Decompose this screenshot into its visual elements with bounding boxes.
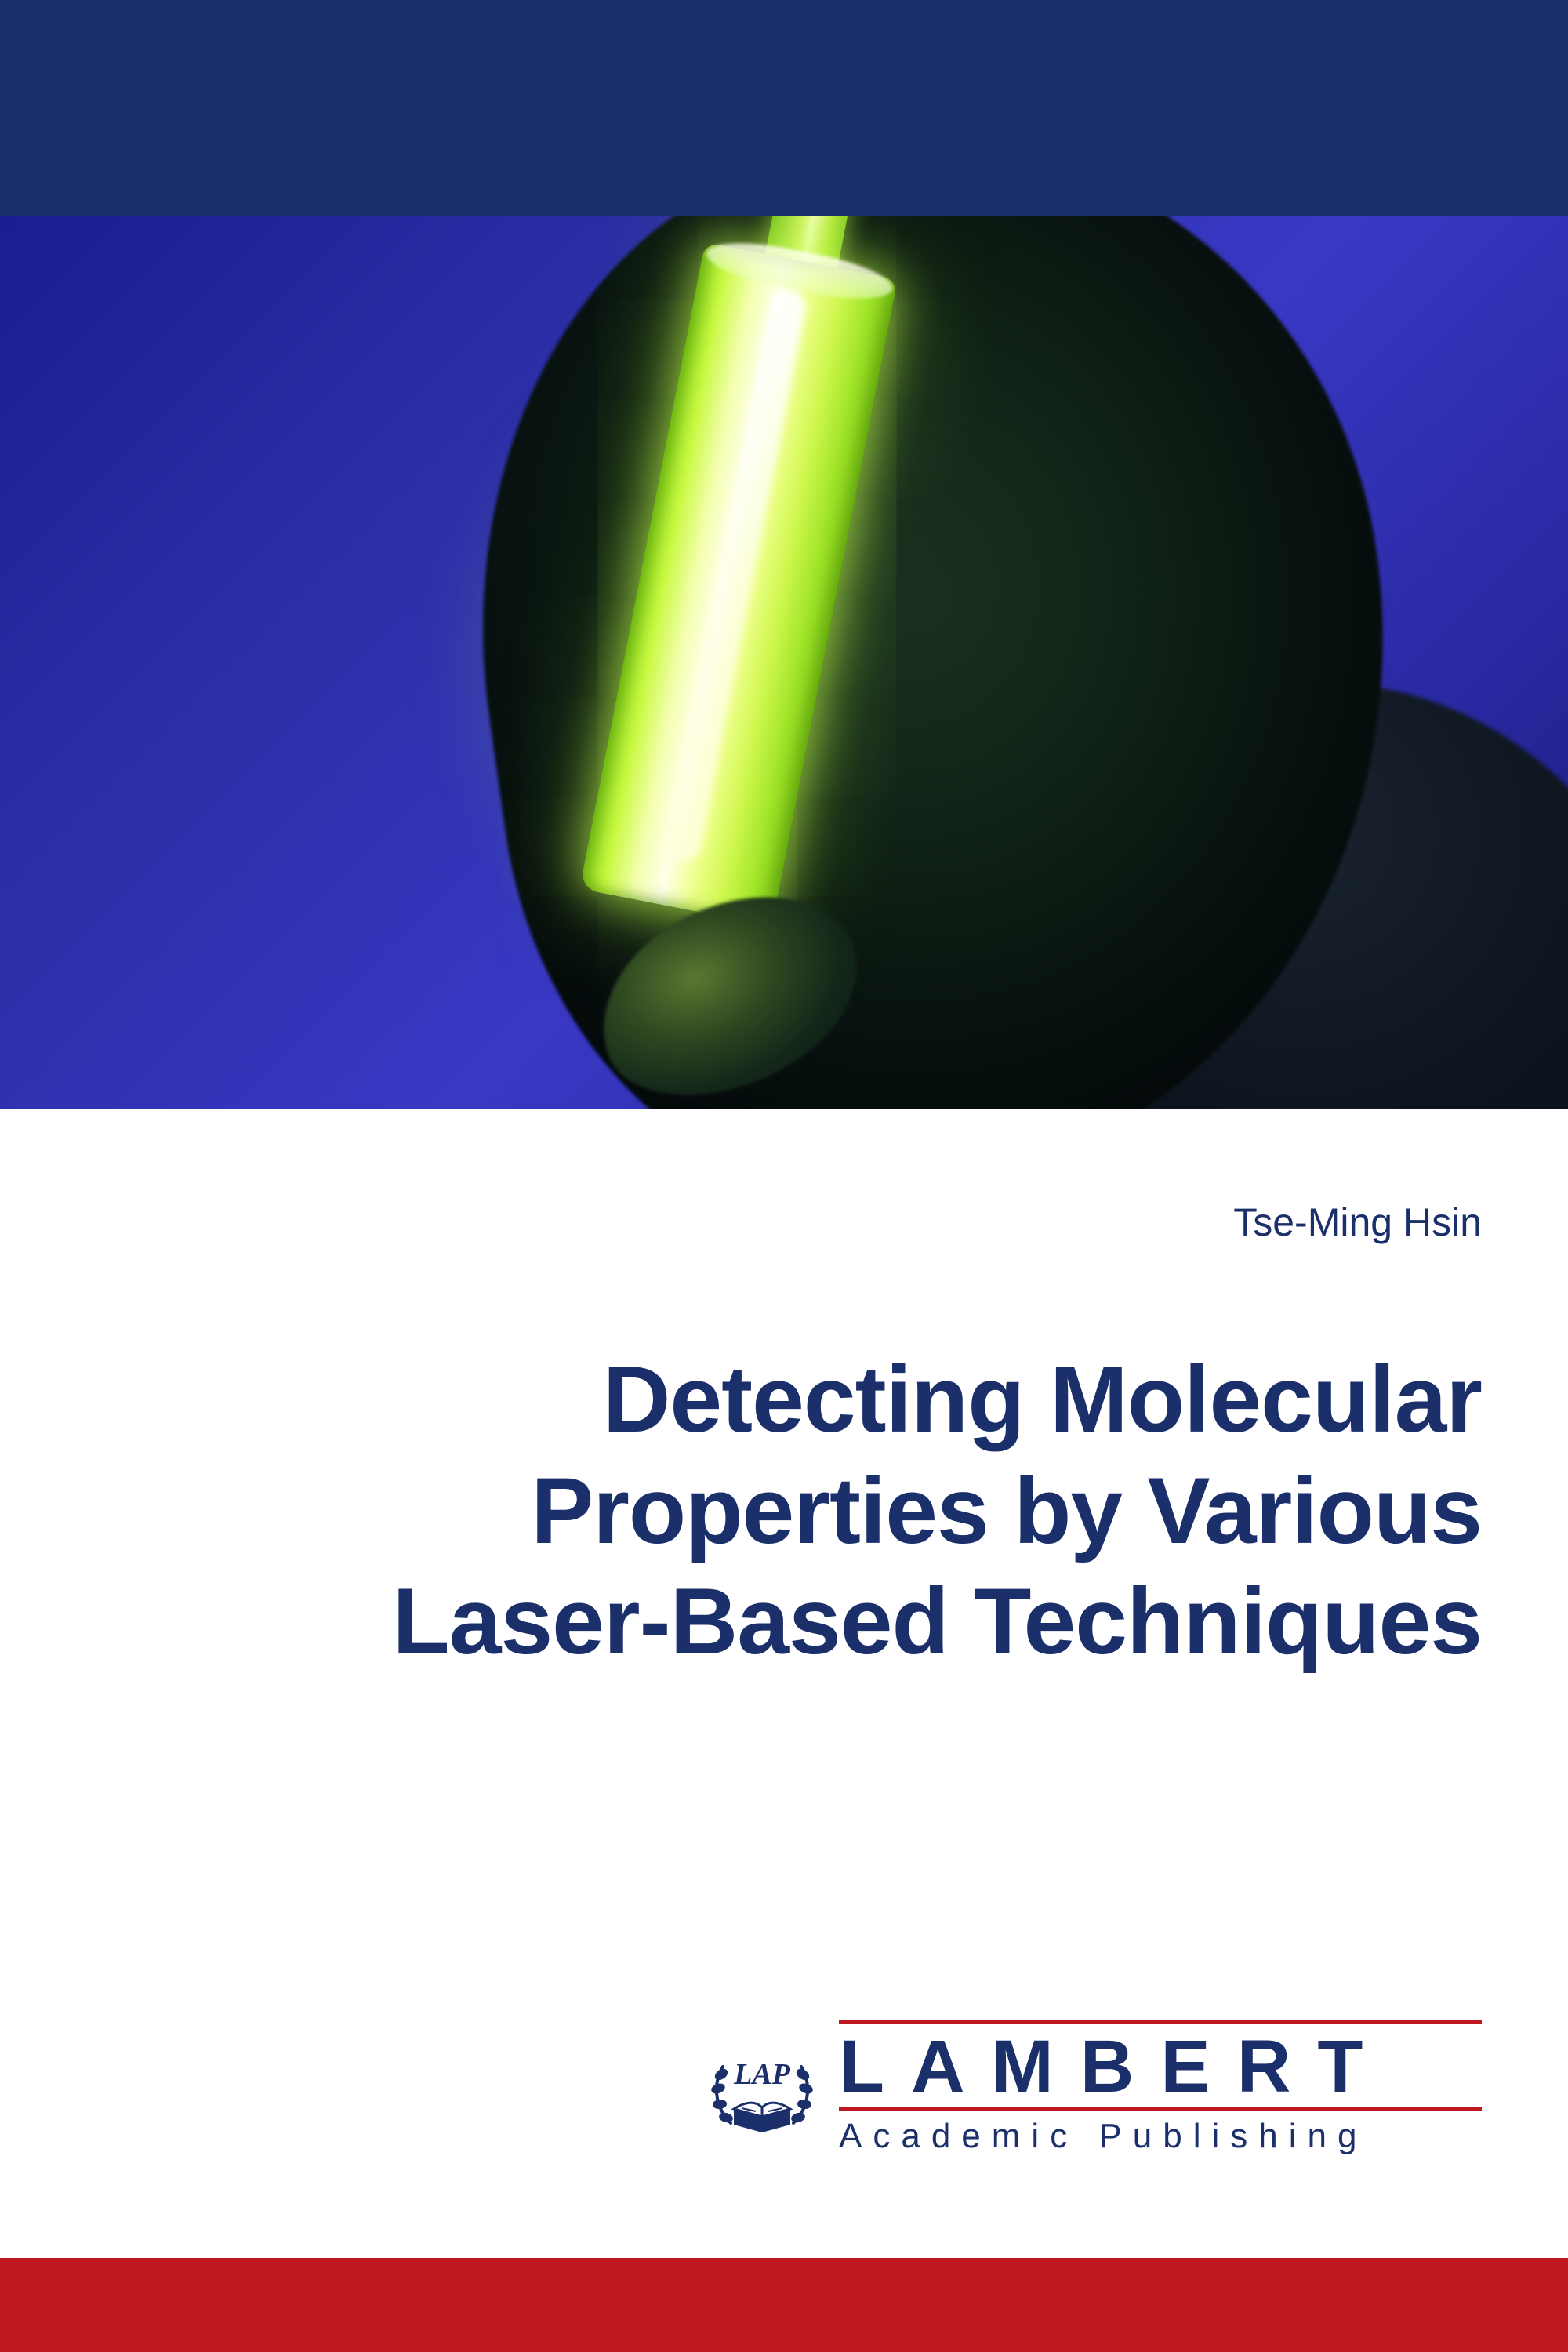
title-line-1: Detecting Molecular — [603, 1347, 1482, 1452]
author-name: Tse-Ming Hsin — [1233, 1200, 1482, 1245]
lap-book-laurel-icon: LAP — [707, 2037, 817, 2139]
cover-photo — [0, 216, 1568, 1109]
publisher-logo: LAP LAMBERT Academic Publishing — [707, 2020, 1482, 2156]
title-panel: Tse-Ming Hsin Detecting Molecular Proper… — [0, 1109, 1568, 2258]
title-line-3: Laser-Based Techniques — [392, 1569, 1482, 1674]
logo-top-rule — [839, 2020, 1482, 2024]
publisher-subtitle: Academic Publishing — [839, 2107, 1482, 2156]
publisher-text: LAMBERT Academic Publishing — [839, 2020, 1482, 2156]
top-color-band — [0, 0, 1568, 216]
publisher-name: LAMBERT — [839, 2031, 1482, 2102]
lap-mark-text: LAP — [733, 2058, 791, 2091]
title-line-2: Properties by Various — [531, 1458, 1482, 1563]
bottom-color-band — [0, 2258, 1568, 2352]
book-title: Detecting Molecular Properties by Variou… — [94, 1345, 1482, 1678]
